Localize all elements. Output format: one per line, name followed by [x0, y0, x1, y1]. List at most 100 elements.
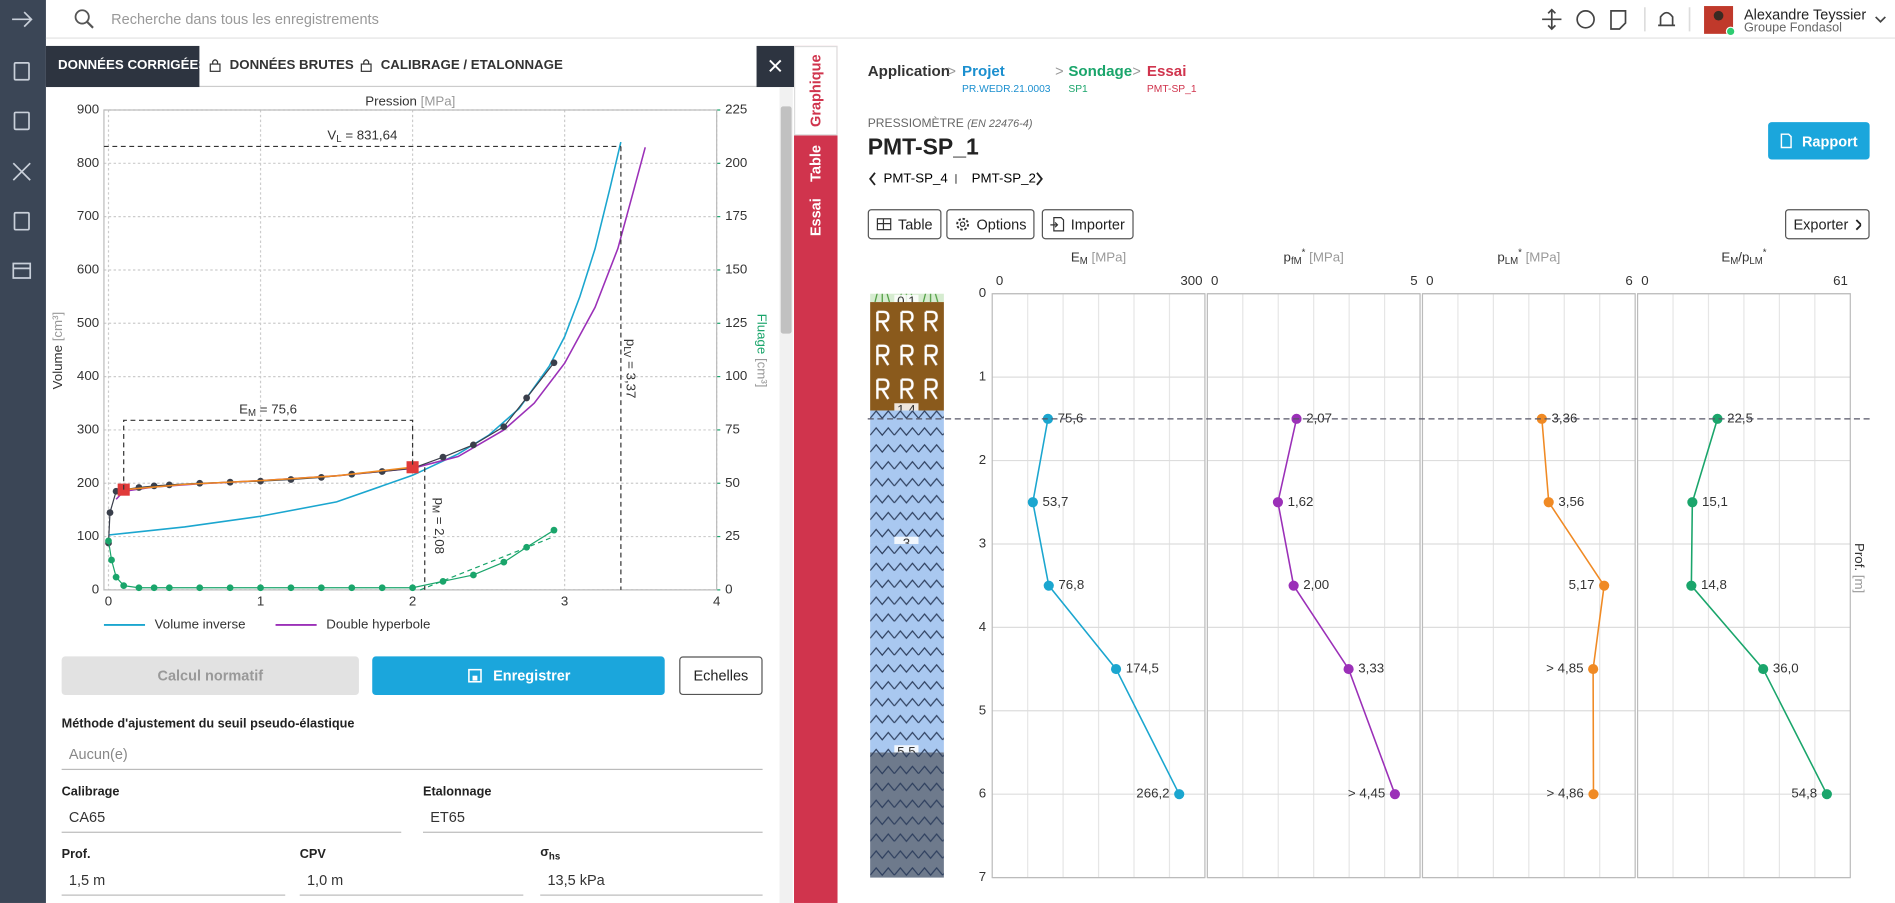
legend-label: Volume inverse [155, 616, 246, 631]
data-point [1588, 789, 1599, 800]
side-tab[interactable]: Graphique [807, 54, 825, 127]
tab[interactable]: CALIBRAGE / ETALONNAGE [380, 58, 563, 73]
data-point [287, 476, 295, 483]
crumb[interactable]: Projet [962, 62, 1005, 80]
y-tick-label: 600 [77, 261, 99, 276]
soil-label: 1,4 [897, 402, 915, 417]
help-icon[interactable] [1576, 10, 1595, 29]
x-tick-label: 300 [1180, 273, 1202, 288]
data-point [135, 484, 143, 491]
scales-button[interactable]: Echelles [679, 656, 763, 696]
data-point [1042, 413, 1053, 424]
export-button[interactable]: Exporter [1785, 209, 1870, 240]
nav-icon[interactable] [13, 211, 30, 231]
side-tab[interactable]: Table [807, 144, 825, 182]
data-point [470, 571, 477, 579]
data-point [135, 584, 143, 592]
bell-icon[interactable] [1658, 11, 1676, 27]
normative-button[interactable]: Calcul normatif [61, 656, 359, 696]
search-input[interactable]: Recherche dans tous les enregistrements [111, 10, 379, 28]
side-tab-box[interactable]: Table [794, 140, 838, 186]
data-point [257, 584, 264, 592]
nav-icon[interactable] [12, 162, 31, 181]
nav-icon[interactable] [13, 111, 30, 131]
prof-input[interactable]: 1,5 m [61, 864, 286, 896]
move-icon[interactable] [1542, 8, 1562, 31]
user-menu[interactable] [1875, 16, 1886, 23]
sidebar-icons [12, 11, 33, 279]
data-point [1272, 497, 1284, 508]
note-icon[interactable] [1610, 10, 1627, 30]
data-point [1821, 789, 1832, 800]
next-arrow[interactable] [1036, 172, 1043, 186]
soil-label: 5,5 [897, 744, 915, 759]
tab-active[interactable] [45, 45, 200, 88]
data-label: 2,07 [1306, 410, 1332, 425]
soil-layer [870, 410, 944, 544]
crumb-sub: SP1 [1068, 82, 1088, 95]
soil-layer [870, 302, 944, 411]
data-point [409, 464, 416, 472]
panel-title: EM [MPa] [1071, 249, 1126, 267]
field-label: Prof. [61, 847, 91, 862]
side-tab[interactable]: Essai [807, 198, 825, 237]
table-button[interactable]: Table [867, 209, 942, 240]
nav-icon[interactable] [12, 262, 32, 279]
options-button[interactable]: Options [946, 209, 1035, 240]
import-button[interactable]: Importer [1041, 209, 1134, 240]
next-test[interactable]: PMT-SP_2 [971, 171, 1036, 187]
report-button[interactable]: Rapport [1768, 122, 1870, 160]
soil-layer [870, 543, 944, 753]
data-point [257, 477, 264, 485]
scroll-thumb[interactable] [780, 106, 792, 334]
soil-label: 0,1 [897, 294, 915, 309]
panel-title-part: E [1071, 249, 1080, 264]
plv-label-part: LV [621, 346, 632, 358]
close-button[interactable] [756, 45, 795, 88]
data-label: 22,5 [1727, 410, 1753, 425]
depth-tick-label: 3 [979, 535, 986, 550]
data-point [500, 423, 508, 431]
em-label-part: E [239, 401, 248, 416]
y-tick-label: 700 [77, 208, 99, 223]
tab[interactable]: DONNÉES BRUTES [229, 58, 354, 73]
data-point [1110, 663, 1122, 675]
pm-label-part: p [433, 498, 448, 505]
x-tick-label: 61 [1833, 273, 1848, 288]
expand-icon[interactable] [12, 11, 33, 28]
crumb-separator: > [1132, 62, 1141, 80]
field-label: Calibrage [61, 784, 120, 800]
y2-tick-label: 200 [725, 155, 747, 170]
pm-label-part: M [430, 505, 441, 513]
lock-icon [209, 59, 221, 72]
side-tab-box[interactable]: Essai [794, 193, 838, 241]
method-select[interactable]: Aucun(e) [61, 739, 763, 771]
crumb[interactable]: Sondage [1068, 62, 1133, 80]
data-label: > 4,86 [1547, 786, 1584, 801]
data-point [409, 584, 416, 592]
save-button[interactable]: Enregistrer [372, 656, 665, 696]
nav-icon[interactable] [13, 62, 30, 81]
data-label: 3,33 [1358, 661, 1384, 676]
x-tick-label: 0 [1641, 273, 1648, 288]
crumb-sub: PMT-SP_1 [1146, 82, 1197, 95]
etalonnage-input[interactable]: ET65 [422, 801, 763, 833]
x-tick-label: 6 [1625, 273, 1632, 288]
soil-layer [870, 293, 944, 303]
calibrage-input[interactable]: CA65 [61, 801, 402, 833]
data-label: 3,36 [1551, 410, 1577, 425]
panel-title-part: M [1730, 256, 1738, 267]
prev-arrow[interactable] [868, 172, 876, 186]
side-tab-active[interactable]: Graphique [794, 45, 838, 136]
vl-label-part: L [336, 134, 342, 145]
data-point [523, 543, 530, 551]
field-label: Méthode d'ajustement du seuil pseudo-éla… [61, 716, 355, 732]
crumb[interactable]: Application [867, 62, 950, 80]
crumb[interactable]: Essai [1146, 62, 1187, 80]
y2-tick-label: 25 [725, 528, 740, 543]
cpv-input[interactable]: 1,0 m [299, 864, 524, 896]
prev-test[interactable]: PMT-SP_4 [883, 171, 948, 187]
sigma-input[interactable]: 13,5 kPa [540, 864, 763, 896]
tab[interactable]: DONNÉES CORRIGÉES [58, 58, 208, 73]
